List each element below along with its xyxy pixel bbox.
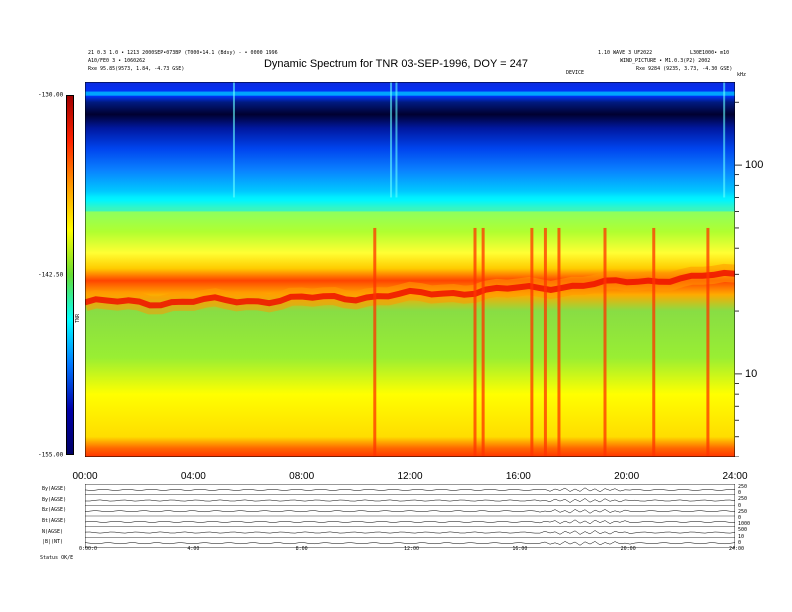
header-right-line1: 1.10 WAVE 3 UF2022 bbox=[598, 50, 653, 56]
bottom-x-tick: 8:00 bbox=[295, 546, 308, 552]
bottom-trace bbox=[85, 541, 735, 546]
plasma-line bbox=[85, 269, 735, 309]
bottom-row-label: |B|(NT) bbox=[42, 539, 64, 546]
bottom-panel bbox=[85, 484, 735, 548]
x-tick-label: 24:00 bbox=[722, 471, 748, 482]
streak-1 bbox=[390, 82, 393, 198]
bottom-row-label: Bz(AGSE) bbox=[42, 507, 67, 514]
y-tick-label-100: 100 bbox=[745, 159, 764, 172]
colorbar-tick-top: -130.00 bbox=[38, 91, 64, 99]
x-tick-label: 04:00 bbox=[180, 471, 206, 482]
streak-3 bbox=[723, 82, 726, 198]
x-tick-label: 12:00 bbox=[397, 471, 423, 482]
bottom-right-tick: 1000 bbox=[738, 521, 751, 528]
bottom-x-tick: 24:00 bbox=[729, 546, 745, 552]
header-corner-label: kHz bbox=[737, 72, 747, 78]
bottom-x-tick: 0:00:0 bbox=[79, 546, 98, 552]
colorbar-tick-mid: -142.50 bbox=[38, 271, 64, 279]
burst-8 bbox=[706, 227, 710, 457]
bottom-trace bbox=[85, 530, 735, 535]
burst-4 bbox=[543, 227, 547, 457]
y-tick-label-10: 10 bbox=[745, 367, 758, 380]
footer-label: Status OK/E bbox=[40, 555, 74, 561]
header-right-line4: Rxe 9284 (9235, 3.73, -4.30 GSE) bbox=[636, 66, 733, 72]
bottom-row-label: By(AGSE) bbox=[42, 486, 67, 492]
bottom-x-tick: 20:00 bbox=[620, 546, 636, 552]
y-axis-ticks bbox=[735, 101, 742, 457]
spectrogram bbox=[85, 82, 735, 457]
header-left-line3: Rxe 95.85(9573, 1.84, -4.73 GSE) bbox=[88, 66, 185, 72]
bottom-row-label: N(AGSE) bbox=[42, 528, 64, 535]
bottom-x-tick: 16:00 bbox=[512, 546, 528, 552]
bottom-x-tick: 4:00 bbox=[187, 546, 200, 552]
spectrogram-background bbox=[85, 82, 735, 457]
burst-6 bbox=[603, 227, 607, 457]
bottom-trace bbox=[85, 487, 735, 493]
bottom-right-tick: 0 bbox=[738, 490, 742, 497]
x-tick-label: 00:00 bbox=[72, 471, 98, 482]
colorbar-tick-bottom: -155.00 bbox=[38, 451, 64, 459]
bottom-trace bbox=[85, 498, 735, 503]
header-left-line1: 21 0.3 1.0 • 1213 2000SEP•073BP (T000•14… bbox=[88, 50, 278, 56]
burst-0 bbox=[373, 227, 377, 457]
streak-2 bbox=[395, 82, 398, 198]
bottom-right-tick: 0 bbox=[738, 502, 742, 509]
header-right-line2: L30E1000• m10 bbox=[690, 50, 730, 56]
burst-7 bbox=[652, 227, 656, 457]
burst-5 bbox=[557, 227, 561, 457]
x-tick-label: 16:00 bbox=[505, 471, 531, 482]
bottom-right-tick: 0 bbox=[738, 515, 742, 521]
bottom-trace bbox=[85, 509, 735, 514]
band-1 bbox=[85, 91, 735, 96]
header-mid-label: DEVICE bbox=[566, 70, 585, 76]
burst-3 bbox=[530, 227, 534, 457]
colorbar bbox=[66, 95, 74, 455]
bottom-right-tick: 250 bbox=[738, 496, 748, 503]
bottom-right-tick: 250 bbox=[738, 508, 748, 515]
bottom-right-tick: 500 bbox=[738, 527, 748, 534]
header-right-line3: WIND_PICTURE • M1.0.3(P2) 2002 bbox=[620, 58, 711, 64]
bottom-row-label: Bt(AGSE) bbox=[42, 518, 67, 524]
burst-1 bbox=[473, 227, 477, 457]
burst-2 bbox=[481, 227, 485, 457]
bottom-x-tick: 12:00 bbox=[404, 546, 420, 552]
bottom-right-tick: 10 bbox=[738, 533, 745, 540]
x-tick-label: 08:00 bbox=[289, 471, 315, 482]
band-0 bbox=[85, 197, 735, 212]
bottom-trace bbox=[85, 519, 735, 525]
streak-0 bbox=[232, 82, 235, 198]
bottom-row-label: By(AGSE) bbox=[42, 496, 67, 503]
x-tick-label: 20:00 bbox=[614, 471, 640, 482]
bottom-right-tick: 250 bbox=[738, 484, 748, 490]
chart-title: Dynamic Spectrum for TNR 03-SEP-1996, DO… bbox=[263, 58, 528, 70]
bottom-right-tick: 0 bbox=[738, 539, 742, 546]
header-left-line2: A10/FE0 3 • 1060262 bbox=[88, 58, 146, 64]
colorbar-label: TNR bbox=[75, 313, 81, 323]
